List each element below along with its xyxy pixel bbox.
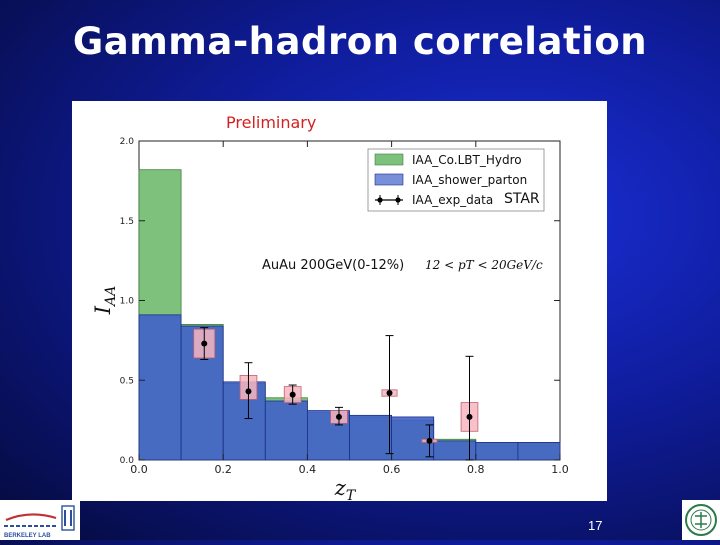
legend-label: IAA_Co.LBT_Hydro — [412, 153, 522, 167]
system-annotation: AuAu 200GeV(0-12%) — [262, 258, 404, 273]
x-tick-label: 0.4 — [299, 463, 317, 476]
legend-swatch-hydro — [374, 153, 404, 166]
data-point — [245, 388, 252, 395]
shower-parton-bar — [517, 442, 561, 461]
ticks-layer: 0.0 0.2 0.4 0.6 0.8 1.0 0.0 0.5 1.0 1.5 2.0 — [120, 137, 569, 476]
berkeley-lab-logo: BERKELEY LAB — [0, 500, 80, 540]
legend-swatch-shower — [374, 173, 404, 186]
data-point — [386, 390, 393, 397]
page-number: 17 — [588, 518, 603, 533]
y-axis-label: IAA — [91, 286, 119, 316]
star-label: STAR — [504, 191, 540, 207]
legend-layer: IAA_Co.LBT_Hydro IAA_shower_parton IAA_exp… — [367, 148, 545, 212]
data-point — [466, 413, 473, 420]
shower-parton-bar — [475, 442, 519, 461]
shower-parton-bar — [138, 314, 182, 461]
pt-range-annotation: 12 < pT < 20GeV/c — [425, 258, 543, 272]
university-seal-logo — [682, 500, 720, 540]
y-tick-label: 1.5 — [120, 217, 134, 227]
berkeley-lab-logo-text: BERKELEY LAB — [4, 533, 51, 539]
preliminary-label: Preliminary — [226, 113, 317, 132]
data-point — [289, 391, 296, 398]
data-point — [426, 437, 433, 444]
shower-parton-bar — [391, 416, 435, 461]
legend-swatch-data-point — [377, 197, 383, 203]
y-tick-label: 0.5 — [120, 376, 134, 386]
y-tick-label: 2.0 — [120, 137, 135, 147]
y-tick-label: 1.0 — [120, 297, 135, 307]
shower-parton-bar — [264, 400, 308, 461]
legend-swatch-data-point — [395, 197, 401, 203]
legend-label: IAA_exp_data — [412, 193, 493, 207]
slide-title: Gamma-hadron correlation — [72, 20, 648, 63]
legend-label: IAA_shower_parton — [412, 173, 527, 187]
shower-parton-bar — [349, 414, 392, 461]
data-point — [201, 340, 208, 347]
x-tick-label: 1.0 — [551, 463, 569, 476]
x-axis-label: zT — [334, 476, 357, 504]
x-tick-label: 0.8 — [467, 463, 485, 476]
data-point — [335, 413, 342, 420]
data-points-layer — [193, 327, 479, 461]
x-tick-label: 0.0 — [130, 463, 148, 476]
x-tick-label: 0.2 — [214, 463, 232, 476]
y-tick-label: 0.0 — [120, 456, 135, 466]
x-tick-label: 0.6 — [383, 463, 401, 476]
